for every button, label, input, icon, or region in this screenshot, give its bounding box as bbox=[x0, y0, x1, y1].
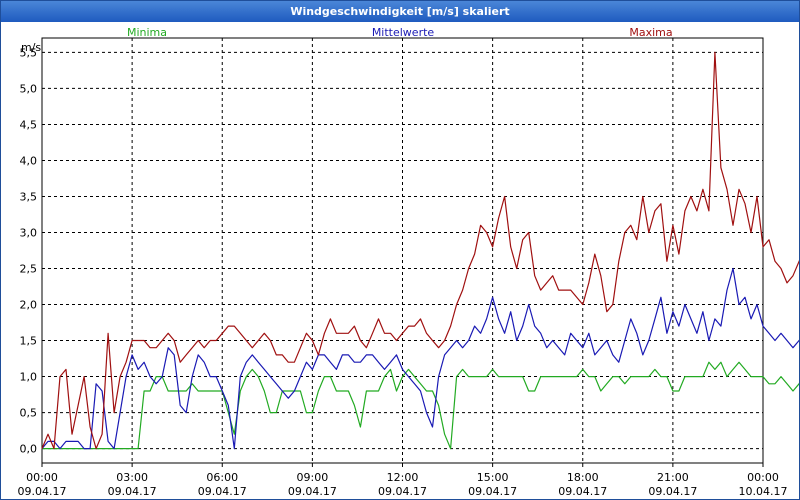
y-tick-label: 4,0 bbox=[20, 154, 38, 167]
y-tick-label: 0,5 bbox=[20, 407, 38, 420]
series bbox=[41, 51, 799, 450]
legend-mittelwerte: Mittelwerte bbox=[372, 26, 435, 39]
x-tick-date: 09.04.17 bbox=[378, 485, 427, 498]
axes bbox=[41, 37, 764, 467]
grid bbox=[41, 38, 764, 463]
x-tick-time: 00:00 bbox=[747, 471, 779, 484]
series-line-maxima bbox=[41, 51, 799, 450]
chart-title: Windgeschwindigkeit [m/s] skaliert bbox=[290, 5, 510, 18]
y-tick-label: 3,0 bbox=[20, 226, 38, 239]
x-tick-date: 09.04.17 bbox=[468, 485, 517, 498]
y-tick-label: 3,5 bbox=[20, 190, 38, 203]
series-line-minima bbox=[42, 361, 799, 450]
y-tick-label: 5,5 bbox=[20, 46, 38, 59]
x-tick-date: 10.04.17 bbox=[739, 485, 788, 498]
x-tick-time: 21:00 bbox=[657, 471, 689, 484]
x-tick-date: 09.04.17 bbox=[288, 485, 337, 498]
x-tick-time: 15:00 bbox=[477, 471, 509, 484]
x-tick-date: 09.04.17 bbox=[648, 485, 697, 498]
y-axis-label: m/s bbox=[21, 41, 41, 54]
legend-maxima: Maxima bbox=[629, 26, 672, 39]
y-tick-label: 5,0 bbox=[20, 82, 38, 95]
x-tick-time: 12:00 bbox=[387, 471, 419, 484]
x-tick-date: 09.04.17 bbox=[18, 485, 67, 498]
x-tick-time: 03:00 bbox=[116, 471, 148, 484]
x-tick-time: 09:00 bbox=[297, 471, 329, 484]
y-tick-label: 1,0 bbox=[20, 371, 38, 384]
y-tick-label: 0,0 bbox=[20, 443, 38, 456]
labels: 0,0 0,5 1,0 1,5 2,0 2,5 3,0 3,5 4,0 4,5 5,0 5,5m/s 0… bbox=[18, 26, 788, 498]
x-tick-date: 09.04.17 bbox=[198, 485, 247, 498]
x-tick-date: 09.04.17 bbox=[558, 485, 607, 498]
x-tick-time: 18:00 bbox=[567, 471, 599, 484]
x-tick-time: 00:00 bbox=[26, 471, 58, 484]
title-bar: Windgeschwindigkeit [m/s] skaliert bbox=[1, 1, 799, 22]
x-tick-time: 06:00 bbox=[206, 471, 238, 484]
series-line-mittelwerte bbox=[41, 267, 799, 450]
y-tick-label: 2,5 bbox=[20, 263, 38, 276]
y-tick-label: 2,0 bbox=[20, 299, 38, 312]
legend-minima: Minima bbox=[127, 26, 167, 39]
x-tick-date: 09.04.17 bbox=[108, 485, 157, 498]
y-tick-label: 1,5 bbox=[20, 335, 38, 348]
y-tick-label: 4,5 bbox=[20, 118, 38, 131]
